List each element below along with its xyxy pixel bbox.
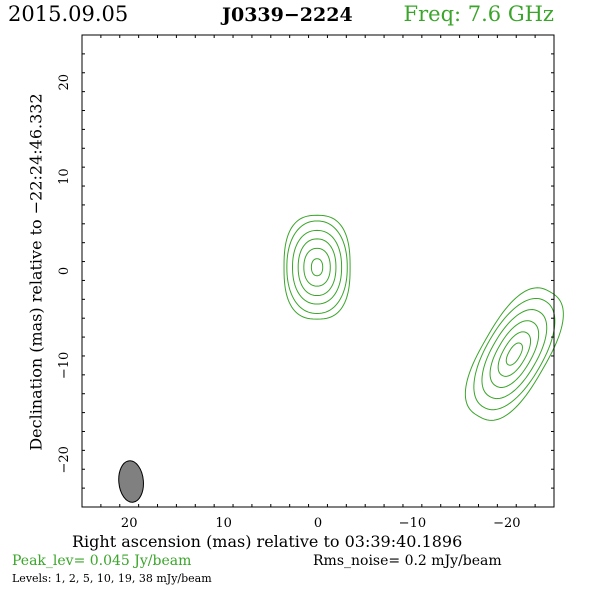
x-tick-label: −20 — [493, 516, 520, 531]
contour-1-level-4 — [297, 238, 337, 297]
contour-1-level-2 — [286, 220, 348, 314]
contour-2-level-4 — [489, 320, 540, 388]
source-name: J0339−2224 — [222, 4, 353, 26]
plot-frame — [81, 34, 555, 508]
contour-1-level-1 — [283, 214, 351, 320]
contour-2-level-3 — [481, 309, 548, 400]
tick-group: 20 10 0 −10 −20 −20 −10 0 10 20 — [57, 34, 555, 531]
contour-levels: Levels: 1, 2, 5, 10, 19, 38 mJy/beam — [12, 572, 212, 585]
x-tick-label: 10 — [215, 516, 232, 531]
y-tick-label: 10 — [57, 168, 72, 185]
contour-1-level-3 — [292, 229, 343, 305]
x-tick-label: 20 — [121, 516, 138, 531]
contour-2-level-6 — [505, 342, 523, 366]
rms-noise: Rms_noise= 0.2 mJy/beam — [313, 553, 502, 569]
x-tick-label: 0 — [314, 516, 322, 531]
y-tick-label: −10 — [57, 352, 72, 379]
contour-1-level-5 — [303, 247, 331, 287]
contour-1-level-6 — [310, 258, 324, 277]
y-tick-label: 20 — [57, 74, 72, 91]
frequency-label: Freq: 7.6 GHz — [403, 2, 554, 26]
y-axis-label: Declination (mas) relative to −22:24:46.… — [26, 93, 46, 451]
peak-level: Peak_lev= 0.045 Jy/beam — [12, 553, 192, 569]
x-axis-label: Right ascension (mas) relative to 03:39:… — [72, 532, 463, 551]
beam-ellipse — [118, 460, 144, 503]
y-tick-label: −20 — [57, 446, 72, 473]
contour-2-level-5 — [497, 331, 532, 377]
contour-group — [283, 214, 564, 421]
contour-2-level-1 — [464, 287, 564, 421]
beam-group — [118, 460, 144, 503]
x-tick-label: −10 — [399, 516, 426, 531]
y-tick-label: 0 — [57, 267, 72, 275]
observation-date: 2015.09.05 — [8, 2, 129, 26]
